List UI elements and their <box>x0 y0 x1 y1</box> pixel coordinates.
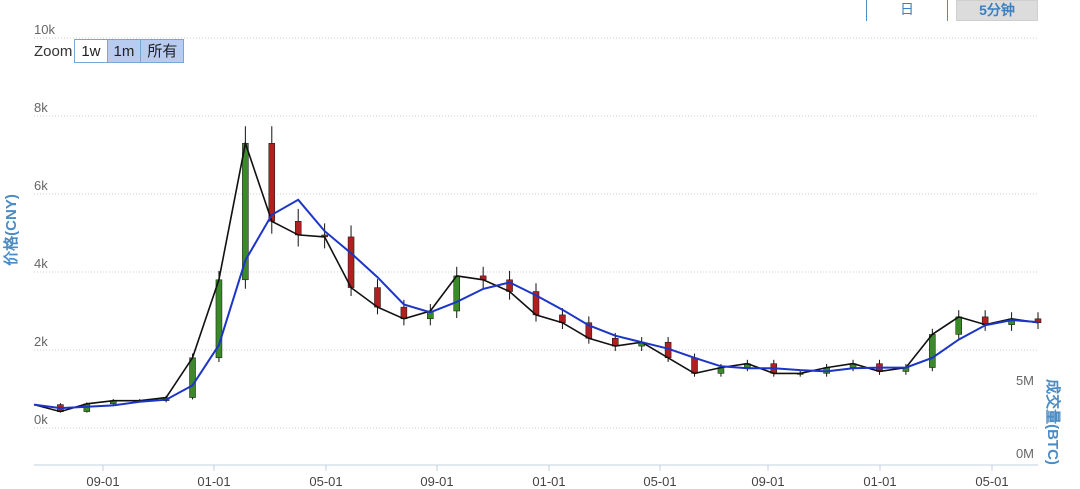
y-tick-label: 8k <box>34 100 48 115</box>
period-5min-button[interactable]: 5分钟 <box>956 0 1038 21</box>
candle-body <box>374 287 381 308</box>
period-day-button[interactable]: 日 <box>866 0 948 21</box>
candle-body <box>691 357 698 374</box>
grid-lines <box>34 37 1038 471</box>
y-axis-label: 价格(CNY) <box>2 194 20 266</box>
x-tick-label: 09-01 <box>751 474 784 489</box>
volume-tick-label: 0M <box>1016 446 1034 461</box>
x-tick-label: 09-01 <box>420 474 453 489</box>
candle-body <box>189 357 196 398</box>
volume-tick-label: 5M <box>1016 373 1034 388</box>
moving-average-line <box>33 198 1039 410</box>
x-tick-labels: 09-01 01-01 05-01 09-01 01-01 05-01 09-01 01-01… <box>86 474 1008 489</box>
x-tick-label: 05-01 <box>643 474 676 489</box>
x-tick-label: 05-01 <box>309 474 342 489</box>
volume-axis-label: 成交量(BTC) <box>1044 379 1062 465</box>
candle-body <box>929 334 936 368</box>
x-tick-label: 01-01 <box>532 474 565 489</box>
y-tick-label: 0k <box>34 412 48 427</box>
y-tick-label: 10k <box>34 22 55 37</box>
x-tick-label: 01-01 <box>863 474 896 489</box>
x-tick-label: 05-01 <box>975 474 1008 489</box>
price-series <box>33 140 1039 413</box>
candle-body <box>294 221 302 236</box>
y-tick-label: 6k <box>34 178 48 193</box>
zoom-bar: Zoom 1w 1m 所有 <box>34 38 185 64</box>
x-tick-label: 01-01 <box>197 474 230 489</box>
zoom-1m-button[interactable]: 1m <box>106 39 142 63</box>
candle-body <box>453 275 460 312</box>
zoom-1w-button[interactable]: 1w <box>74 39 108 63</box>
zoom-label: Zoom <box>34 42 73 60</box>
y-tick-labels: 0k 2k 4k 6k 8k 10k 5M 0M <box>34 22 1034 461</box>
price-line <box>33 140 1039 413</box>
candle-body <box>955 316 962 335</box>
zoom-all-button[interactable]: 所有 <box>140 39 185 63</box>
y-tick-label: 4k <box>34 256 48 271</box>
candle-body <box>347 236 355 288</box>
x-tick-label: 09-01 <box>86 474 119 489</box>
candle-body <box>268 143 276 222</box>
y-tick-label: 2k <box>34 334 48 349</box>
